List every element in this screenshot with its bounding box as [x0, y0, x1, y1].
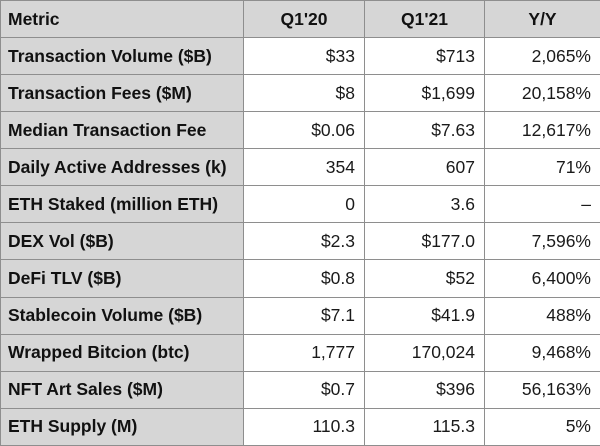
cell-q1-21: $713	[364, 36, 485, 76]
cell-yy: 71%	[484, 148, 600, 187]
metric-label: Daily Active Addresses (k)	[0, 148, 244, 187]
table-row: Wrapped Bitcion (btc) 1,777 170,024 9,46…	[0, 333, 600, 372]
cell-q1-20: 110.3	[243, 407, 365, 446]
table-row: Transaction Fees ($M) $8 $1,699 20,158%	[0, 74, 600, 113]
table-row: Transaction Volume ($B) $33 $713 2,065%	[0, 36, 600, 76]
column-header-metric: Metric	[0, 0, 244, 38]
cell-q1-21: $396	[364, 370, 485, 409]
cell-yy: 7,596%	[484, 222, 600, 261]
table-row: ETH Supply (M) 110.3 115.3 5%	[0, 407, 600, 446]
metric-label: DEX Vol ($B)	[0, 222, 244, 261]
table-header: Metric Q1'20 Q1'21 Y/Y	[0, 0, 600, 38]
cell-yy: 56,163%	[484, 370, 600, 409]
cell-q1-20: $8	[243, 74, 365, 113]
metric-label: DeFi TLV ($B)	[0, 259, 244, 298]
table-row: Daily Active Addresses (k) 354 607 71%	[0, 148, 600, 187]
column-header-q1-20: Q1'20	[243, 0, 365, 38]
cell-q1-21: $1,699	[364, 74, 485, 113]
cell-q1-20: $0.7	[243, 370, 365, 409]
cell-q1-20: $7.1	[243, 296, 365, 335]
cell-q1-20: $0.06	[243, 111, 365, 150]
table-row: ETH Staked (million ETH) 0 3.6 –	[0, 185, 600, 224]
cell-yy: –	[484, 185, 600, 224]
metric-label: Transaction Fees ($M)	[0, 74, 244, 113]
metric-label: Median Transaction Fee	[0, 111, 244, 150]
cell-q1-21: $52	[364, 259, 485, 298]
cell-q1-21: 115.3	[364, 407, 485, 446]
cell-yy: 6,400%	[484, 259, 600, 298]
table-row: Median Transaction Fee $0.06 $7.63 12,61…	[0, 111, 600, 150]
metric-label: ETH Supply (M)	[0, 407, 244, 446]
cell-q1-20: $33	[243, 36, 365, 76]
cell-q1-21: $7.63	[364, 111, 485, 150]
column-header-q1-21: Q1'21	[364, 0, 485, 38]
metric-label: NFT Art Sales ($M)	[0, 370, 244, 409]
metric-label: Transaction Volume ($B)	[0, 36, 244, 76]
cell-yy: 20,158%	[484, 74, 600, 113]
metric-label: ETH Staked (million ETH)	[0, 185, 244, 224]
cell-q1-21: 170,024	[364, 333, 485, 372]
cell-q1-20: 354	[243, 148, 365, 187]
table-row: DeFi TLV ($B) $0.8 $52 6,400%	[0, 259, 600, 298]
header-row: Metric Q1'20 Q1'21 Y/Y	[0, 0, 600, 38]
cell-q1-21: $41.9	[364, 296, 485, 335]
cell-q1-20: 0	[243, 185, 365, 224]
cell-q1-21: 607	[364, 148, 485, 187]
cell-yy: 488%	[484, 296, 600, 335]
cell-yy: 9,468%	[484, 333, 600, 372]
cell-q1-21: $177.0	[364, 222, 485, 261]
table-body: Transaction Volume ($B) $33 $713 2,065% …	[0, 36, 600, 446]
cell-q1-20: $2.3	[243, 222, 365, 261]
cell-q1-21: 3.6	[364, 185, 485, 224]
table-row: NFT Art Sales ($M) $0.7 $396 56,163%	[0, 370, 600, 409]
cell-yy: 5%	[484, 407, 600, 446]
cell-yy: 12,617%	[484, 111, 600, 150]
metric-label: Wrapped Bitcion (btc)	[0, 333, 244, 372]
cell-q1-20: $0.8	[243, 259, 365, 298]
table-row: DEX Vol ($B) $2.3 $177.0 7,596%	[0, 222, 600, 261]
cell-yy: 2,065%	[484, 36, 600, 76]
cell-q1-20: 1,777	[243, 333, 365, 372]
column-header-yy: Y/Y	[484, 0, 600, 38]
table-row: Stablecoin Volume ($B) $7.1 $41.9 488%	[0, 296, 600, 335]
metric-label: Stablecoin Volume ($B)	[0, 296, 244, 335]
